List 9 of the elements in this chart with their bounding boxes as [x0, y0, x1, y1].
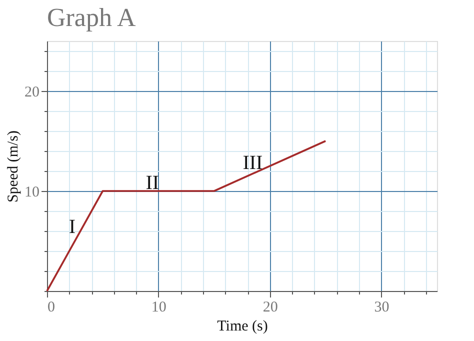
x-axis-title: Time (s): [217, 318, 268, 334]
annotation: III: [242, 152, 263, 174]
x-tick-label: 20: [262, 300, 278, 316]
x-tick-label: 0: [48, 300, 55, 316]
x-tick-label: 10: [151, 300, 166, 316]
x-tick-label: 30: [374, 300, 390, 316]
annotation: I: [68, 216, 76, 238]
y-axis-title: Speed (m/s): [6, 130, 22, 203]
chart-title: Graph A: [47, 3, 136, 32]
